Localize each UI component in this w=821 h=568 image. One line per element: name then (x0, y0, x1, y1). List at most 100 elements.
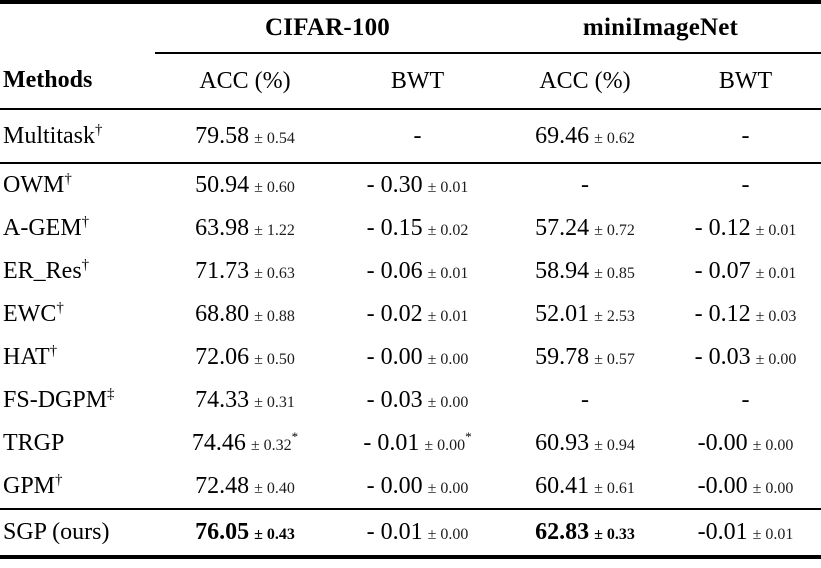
method-superscript: † (95, 121, 103, 138)
value-stddev: ± 0.88 (254, 308, 295, 325)
table-row: TRGP 74.46 ± 0.32* - 0.01 ± 0.00* 60.93 ± 0.94… (0, 422, 821, 465)
table-row: SGP (ours) 76.05 ± 0.43- 0.01 ± 0.00 62.83 ± … (0, 508, 821, 559)
cifar-acc-cell: 50.94 ± 0.60 (155, 162, 335, 207)
value-main: - (741, 387, 750, 413)
value-main: - (581, 387, 589, 413)
method-name: HAT (3, 344, 50, 370)
mini-acc-header: ACC (%) (500, 53, 670, 110)
mini-bwt-cell: - (670, 379, 821, 422)
method-name: SGP (ours) (3, 519, 110, 545)
value-stddev: ± 0.33 (594, 526, 635, 543)
mini-bwt-cell: - (670, 109, 821, 163)
mini-acc-cell: 57.24 ± 0.72 (500, 207, 670, 250)
value-stddev: ± 0.00 (752, 480, 794, 497)
value-main: 79.58 (195, 122, 250, 149)
mini-acc-cell: 52.01 ± 2.53 (500, 293, 670, 336)
mini-acc-cell: 59.78 ± 0.57 (500, 336, 670, 379)
value-main: 72.48 (195, 473, 250, 499)
value-stddev: ± 0.40 (254, 480, 295, 497)
value-stddev: ± 0.43 (254, 526, 295, 543)
value-main: 71.73 (195, 258, 250, 284)
value-stddev: ± 0.32 (250, 437, 292, 454)
method-cell: ER_Res† (0, 250, 155, 293)
cifar-bwt-cell: - 0.03 ± 0.00 (335, 379, 500, 422)
table-row: EWC† 68.80 ± 0.88- 0.02 ± 0.01 52.01 ± 2.53- … (0, 293, 821, 336)
value-stddev: ± 0.54 (254, 129, 295, 147)
value-stddev: ± 0.00 (427, 394, 469, 411)
method-name: A-GEM (3, 215, 82, 241)
mini-bwt-cell: - 0.03 ± 0.00 (670, 336, 821, 379)
value-main: - (581, 172, 589, 198)
table-row: OWM† 50.94 ± 0.60- 0.30 ± 0.01- - (0, 162, 821, 207)
mini-bwt-header: BWT (670, 53, 821, 110)
method-name: EWC (3, 301, 57, 327)
value-stddev: ± 0.00 (755, 351, 797, 368)
mini-acc-cell: 62.83 ± 0.33 (500, 508, 670, 559)
value-stddev: ± 0.60 (254, 179, 295, 196)
method-name: FS-DGPM (3, 387, 108, 413)
mini-bwt-cell: -0.00 ± 0.00 (670, 465, 821, 509)
mini-acc-cell: - (500, 379, 670, 422)
cifar-bwt-cell: - 0.02 ± 0.01 (335, 293, 500, 336)
value-main: 59.78 (535, 344, 590, 370)
table-row: Multitask† 79.58 ± 0.54-69.46 ± 0.62- (0, 109, 821, 163)
row-group-baseline: Multitask† 79.58 ± 0.54-69.46 ± 0.62- (0, 109, 821, 163)
value-main: - 0.30 (366, 172, 423, 198)
corner-cell (0, 0, 155, 53)
cifar-acc-cell: 79.58 ± 0.54 (155, 109, 335, 163)
cifar-acc-cell: 68.80 ± 0.88 (155, 293, 335, 336)
cifar-acc-cell: 76.05 ± 0.43 (155, 508, 335, 559)
value-main: - 0.00 (366, 344, 423, 370)
asterisk-superscript: * (291, 429, 299, 444)
mini-bwt-cell: -0.00 ± 0.00 (670, 422, 821, 465)
mini-acc-cell: - (500, 162, 670, 207)
value-stddev: ± 0.00 (427, 480, 469, 497)
value-stddev: ± 0.72 (594, 222, 635, 239)
method-name: OWM (3, 172, 65, 198)
method-name: Multitask (3, 122, 96, 149)
value-main: - 0.15 (366, 215, 423, 241)
value-main: -0.00 (697, 430, 748, 456)
value-main: - 0.01 (363, 430, 420, 456)
value-main: 63.98 (195, 215, 250, 241)
value-main: 72.06 (195, 344, 250, 370)
table-row: ER_Res† 71.73 ± 0.63- 0.06 ± 0.01 58.94 ± 0.8… (0, 250, 821, 293)
value-main: - 0.06 (366, 258, 423, 284)
cifar-bwt-cell: - 0.30 ± 0.01 (335, 162, 500, 207)
value-main: 58.94 (535, 258, 590, 284)
value-main: 74.33 (195, 387, 250, 413)
method-superscript: † (81, 214, 90, 230)
mini-acc-cell: 60.93 ± 0.94 (500, 422, 670, 465)
table-row: FS-DGPM‡ 74.33 ± 0.31- 0.03 ± 0.00- - (0, 379, 821, 422)
cifar-acc-cell: 72.48 ± 0.40 (155, 465, 335, 509)
method-name: ER_Res (3, 258, 82, 284)
value-main: 69.46 (535, 122, 590, 149)
method-cell: FS-DGPM‡ (0, 379, 155, 422)
method-cell: TRGP (0, 422, 155, 465)
mini-bwt-cell: - 0.12 ± 0.03 (670, 293, 821, 336)
value-main: - 0.07 (694, 258, 751, 284)
cifar-acc-cell: 71.73 ± 0.63 (155, 250, 335, 293)
value-main: 62.83 (535, 519, 590, 545)
value-stddev: ± 0.00 (752, 437, 794, 454)
value-main: - 0.03 (366, 387, 423, 413)
value-main: - 0.02 (366, 301, 423, 327)
value-main: - (741, 172, 750, 198)
value-stddev: ± 0.63 (254, 265, 295, 282)
column-group-cifar100: CIFAR-100 (155, 0, 500, 54)
value-main: 52.01 (535, 301, 590, 327)
value-main: 50.94 (195, 172, 250, 198)
mini-bwt-cell: - 0.07 ± 0.01 (670, 250, 821, 293)
value-stddev: ± 0.61 (594, 480, 635, 497)
cifar-bwt-cell: - 0.00 ± 0.00 (335, 336, 500, 379)
asterisk-superscript: * (465, 429, 472, 444)
table-row: GPM† 72.48 ± 0.40- 0.00 ± 0.00 60.41 ± 0.61 -0… (0, 465, 821, 509)
cifar-bwt-cell: - 0.01 ± 0.00 (335, 508, 500, 559)
mini-bwt-cell: -0.01 ± 0.01 (670, 508, 821, 559)
cifar-acc-cell: 72.06 ± 0.50 (155, 336, 335, 379)
value-stddev: ± 0.85 (594, 265, 635, 282)
value-stddev: ± 0.03 (755, 308, 797, 325)
mini-acc-cell: 58.94 ± 0.85 (500, 250, 670, 293)
